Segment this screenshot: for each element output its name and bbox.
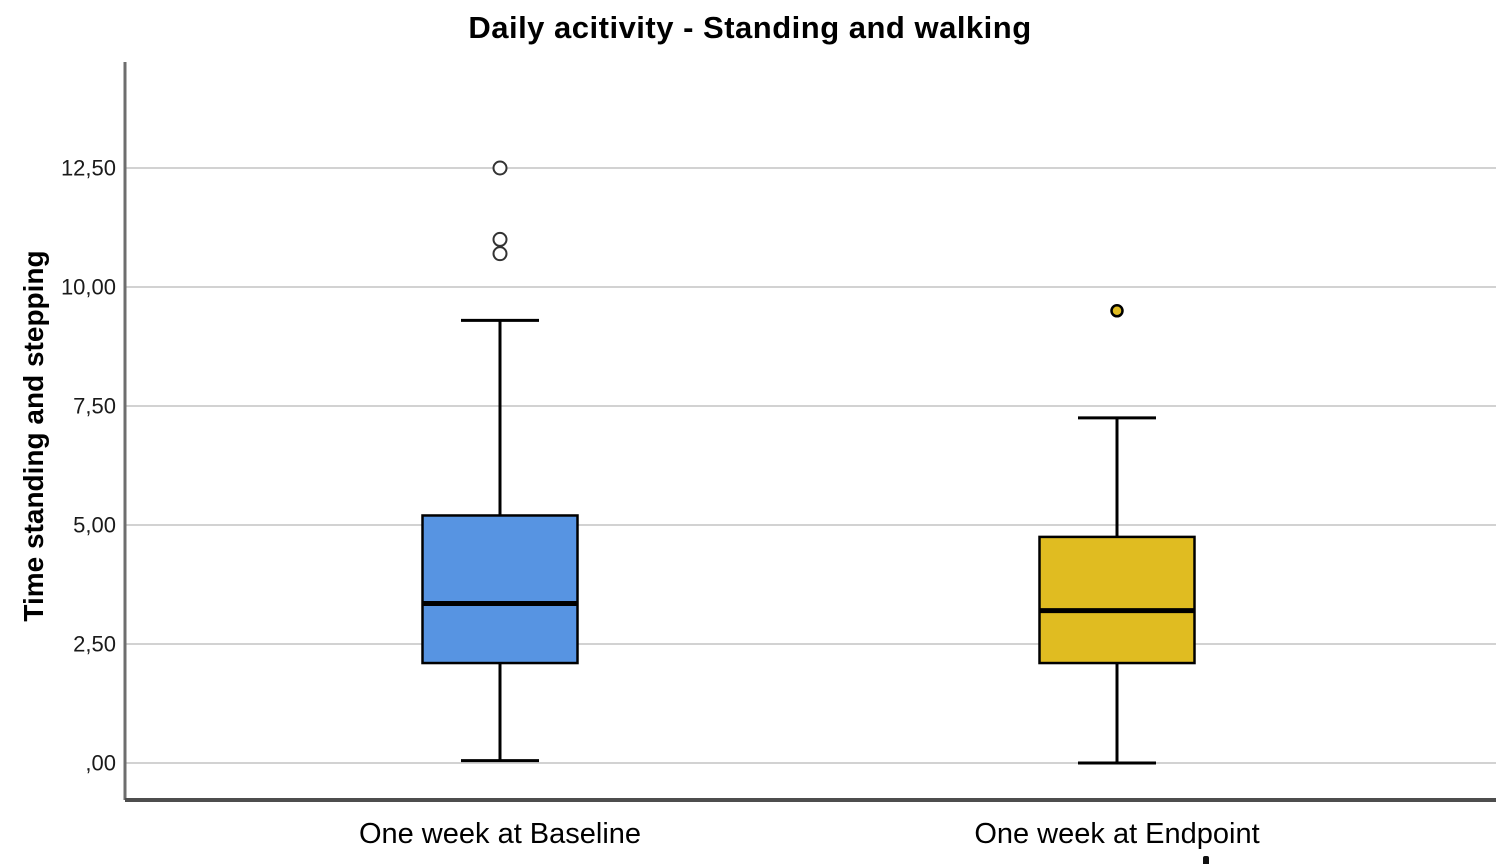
chart-title: Daily acitivity - Standing and walking: [468, 10, 1032, 45]
outlier-point: [492, 231, 508, 247]
outlier-point: [1110, 304, 1124, 318]
y-tick-label: 10,00: [61, 275, 116, 300]
y-tick-label: 5,00: [73, 513, 116, 538]
box-baseline: [421, 514, 579, 665]
y-tick-label: 7,50: [73, 394, 116, 419]
y-tick-label: ,00: [85, 751, 116, 776]
y-tick-label: 2,50: [73, 632, 116, 657]
x-category-label: One week at Baseline: [359, 818, 641, 850]
cropped-character-artifact: [1203, 856, 1209, 864]
outlier-point: [492, 246, 508, 262]
y-tick-label: 12,50: [61, 156, 116, 181]
box-endpoint: [1038, 535, 1196, 665]
x-category-label: One week at Endpoint: [974, 818, 1259, 850]
outlier-point: [492, 160, 508, 176]
